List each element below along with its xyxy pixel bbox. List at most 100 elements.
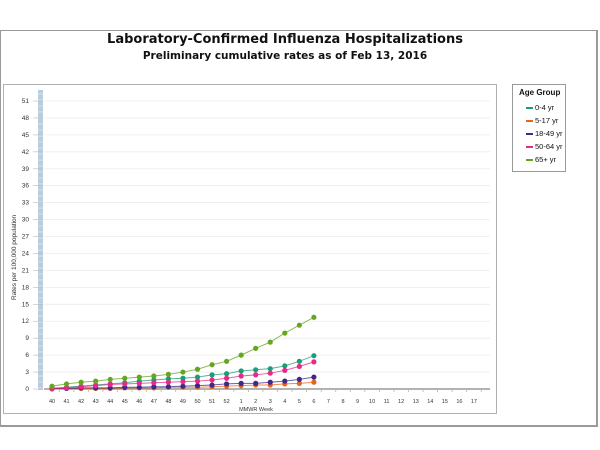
legend-item[interactable]: 50-64 yr	[513, 140, 565, 153]
legend-swatch-icon	[526, 132, 533, 135]
data-point[interactable]	[311, 353, 317, 359]
data-point[interactable]	[194, 383, 201, 389]
x-tick-label: 15	[442, 399, 448, 405]
data-point[interactable]	[282, 330, 288, 336]
data-point[interactable]	[180, 383, 186, 389]
data-point[interactable]	[311, 374, 317, 380]
data-point[interactable]	[253, 372, 259, 378]
data-point[interactable]	[224, 358, 230, 364]
y-tick-label: 39	[22, 166, 30, 173]
y-axis-label: Rates per 100,000 population	[11, 214, 18, 300]
legend-label: 65+ yr	[535, 155, 557, 164]
data-point[interactable]	[122, 375, 128, 381]
x-tick-label: 48	[165, 399, 171, 405]
data-point[interactable]	[165, 371, 171, 377]
data-point[interactable]	[238, 352, 244, 358]
chart-frame	[0, 30, 598, 427]
data-point[interactable]	[267, 370, 273, 376]
x-axis-label: MMWR Week	[239, 407, 273, 413]
data-point[interactable]	[180, 379, 186, 385]
data-point[interactable]	[282, 363, 288, 369]
data-point[interactable]	[296, 363, 302, 370]
data-point[interactable]	[282, 378, 288, 384]
y-tick-label: 33	[22, 200, 30, 207]
data-point[interactable]	[63, 381, 70, 387]
data-point[interactable]	[253, 345, 259, 351]
data-point[interactable]	[136, 374, 142, 380]
data-point[interactable]	[296, 380, 302, 386]
data-point[interactable]	[296, 322, 302, 328]
data-point[interactable]	[107, 381, 113, 388]
legend-item[interactable]: 5-17 yr	[513, 114, 565, 127]
data-point[interactable]	[224, 381, 230, 387]
x-tick-label: 51	[209, 399, 215, 405]
data-point[interactable]	[93, 383, 99, 389]
data-point[interactable]	[224, 375, 230, 381]
data-point[interactable]	[194, 374, 201, 380]
data-point[interactable]	[311, 359, 317, 365]
y-tick-label: 24	[22, 250, 30, 257]
data-point[interactable]	[267, 366, 273, 372]
series-50-64-yr	[49, 359, 317, 392]
x-tick-label: 46	[136, 399, 142, 405]
data-point[interactable]	[93, 378, 99, 384]
data-point[interactable]	[267, 379, 273, 385]
data-point[interactable]	[78, 384, 84, 390]
data-point[interactable]	[78, 379, 84, 385]
legend-item[interactable]: 0-4 yr	[513, 101, 565, 114]
data-point[interactable]	[238, 373, 244, 379]
legend: Age Group 0-4 yr 5-17 yr 18-49 yr 50-64 yr 6…	[512, 84, 566, 172]
x-tick-label: 41	[63, 399, 69, 405]
data-point[interactable]	[180, 369, 186, 375]
x-tick-label: 5	[298, 399, 301, 405]
data-point[interactable]	[209, 382, 215, 388]
data-point[interactable]	[296, 376, 302, 382]
legend-title: Age Group	[519, 88, 561, 97]
data-point[interactable]	[194, 378, 201, 384]
data-point[interactable]	[194, 366, 201, 372]
x-tick-label: 13	[413, 399, 419, 405]
data-point[interactable]	[136, 384, 142, 390]
y-tick-label: 6	[25, 352, 29, 359]
legend-item[interactable]: 65+ yr	[513, 153, 565, 166]
data-point[interactable]	[209, 362, 215, 368]
x-tick-label: 10	[369, 399, 375, 405]
data-point[interactable]	[151, 384, 157, 390]
data-point[interactable]	[253, 367, 259, 373]
data-point[interactable]	[267, 339, 273, 345]
data-point[interactable]	[296, 358, 302, 364]
data-point[interactable]	[165, 384, 171, 390]
y-tick-label: 45	[22, 132, 30, 139]
x-tick-label: 3	[269, 399, 272, 405]
data-point[interactable]	[282, 367, 288, 373]
data-point[interactable]	[224, 371, 230, 377]
data-point[interactable]	[311, 379, 317, 385]
data-point[interactable]	[238, 380, 244, 386]
y-tick-label: 27	[22, 234, 30, 241]
x-tick-label: 14	[427, 399, 433, 405]
legend-swatch-icon	[526, 158, 533, 161]
data-point[interactable]	[49, 383, 55, 389]
data-point[interactable]	[253, 380, 259, 386]
data-point[interactable]	[209, 372, 215, 378]
data-point[interactable]	[209, 377, 215, 383]
gridlines	[44, 100, 490, 373]
legend-item[interactable]: 18-49 yr	[513, 127, 565, 140]
data-point[interactable]	[107, 376, 113, 382]
data-point[interactable]	[238, 368, 244, 374]
y-axis-bar	[38, 90, 43, 390]
x-tick-label: 43	[93, 399, 99, 405]
chart-subtitle: Preliminary cumulative rates as of Feb 1…	[142, 50, 428, 62]
data-point[interactable]	[63, 385, 70, 391]
x-tick-label: 44	[107, 399, 113, 405]
data-point[interactable]	[151, 373, 157, 379]
data-point[interactable]	[151, 380, 157, 386]
chart-title: Laboratory-Confirmed Influenza Hospitali…	[107, 32, 463, 47]
data-point[interactable]	[122, 381, 128, 387]
legend-swatch-icon	[526, 145, 533, 148]
data-point[interactable]	[136, 380, 142, 386]
data-point[interactable]	[311, 314, 317, 320]
data-point[interactable]	[165, 379, 171, 385]
